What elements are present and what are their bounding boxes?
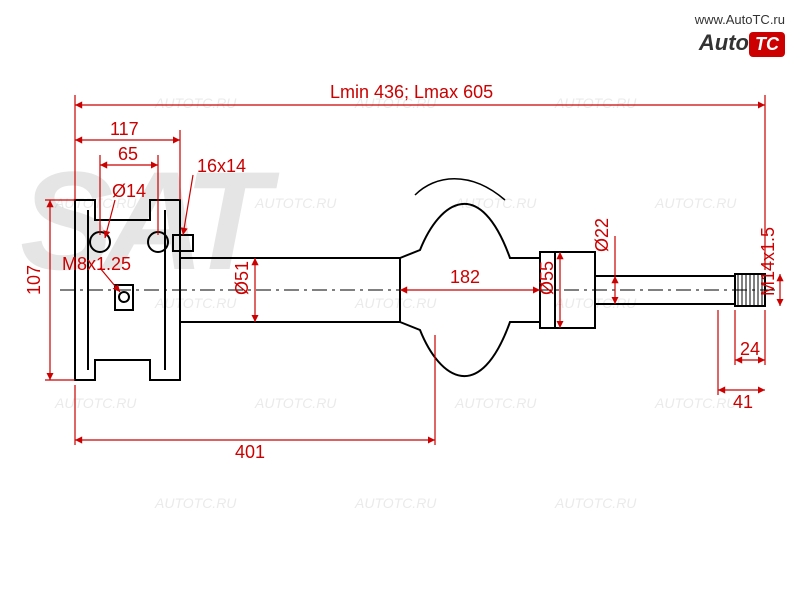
shock-body — [60, 179, 780, 380]
dim-51: Ø51 — [232, 261, 252, 295]
dimensions — [45, 95, 780, 445]
dim-m14: M14x1.5 — [758, 227, 778, 296]
dim-hole: Ø14 — [112, 181, 146, 201]
dim-m8: M8x1.25 — [62, 254, 131, 274]
diagram-container: www.AutoTC.ru Auto TC SAT AUTOTC.RUAUTOT… — [0, 0, 800, 600]
dim-182: 182 — [450, 267, 480, 287]
dim-41: 41 — [733, 392, 753, 412]
dim-107: 107 — [24, 265, 44, 295]
dim-length: Lmin 436; Lmax 605 — [330, 82, 493, 102]
dim-65: 65 — [118, 144, 138, 164]
engineering-drawing: Lmin 436; Lmax 605 117 65 16x14 Ø14 M8x1… — [0, 0, 800, 600]
dim-55: Ø55 — [537, 261, 557, 295]
dim-401: 401 — [235, 442, 265, 462]
dim-slot: 16x14 — [197, 156, 246, 176]
dim-22: Ø22 — [592, 218, 612, 252]
dim-24: 24 — [740, 339, 760, 359]
dim-117: 117 — [110, 119, 139, 139]
